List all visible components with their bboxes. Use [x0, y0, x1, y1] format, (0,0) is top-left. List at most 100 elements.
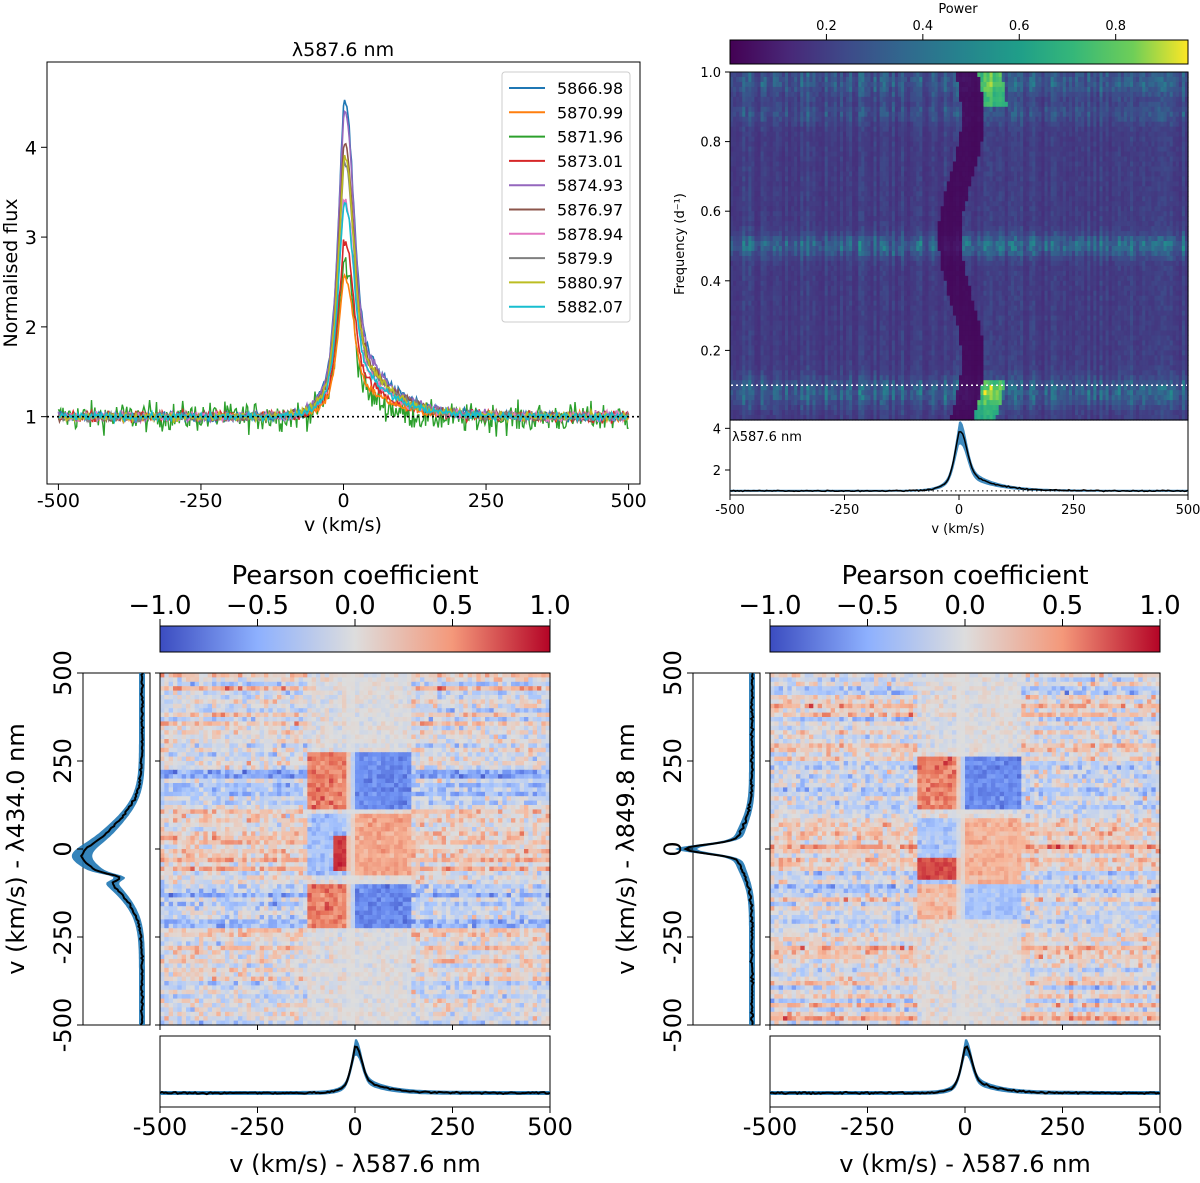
power-cell: [736, 166, 740, 173]
power-cell: [913, 96, 917, 103]
power-cell: [858, 126, 862, 133]
power-cell: [1020, 116, 1024, 123]
power-cell: [788, 91, 792, 98]
power-cell: [1093, 161, 1097, 168]
power-cell: [962, 106, 966, 113]
power-cell: [1169, 86, 1174, 93]
power-cell: [855, 101, 859, 108]
power-cell: [1007, 136, 1012, 143]
power-cell: [763, 101, 768, 108]
power-cell: [1026, 76, 1030, 83]
power-cell: [937, 161, 942, 168]
power-cell: [1139, 76, 1143, 83]
power-cell: [815, 121, 820, 128]
power-cell: [812, 131, 817, 138]
power-cell: [839, 101, 844, 108]
power-cell: [803, 81, 807, 88]
power-cell: [928, 121, 933, 128]
power-cell: [1099, 126, 1104, 133]
power-cell: [1172, 106, 1177, 113]
power-cell: [1084, 176, 1088, 182]
power-cell: [833, 151, 838, 158]
power-cell: [781, 136, 786, 143]
y-tick-label: 3: [25, 227, 37, 249]
power-cell: [806, 72, 810, 78]
power-cell: [812, 116, 817, 123]
power-cell: [818, 121, 823, 128]
power-cell: [1090, 101, 1094, 108]
power-cell: [998, 151, 1003, 158]
power-cell: [1154, 176, 1159, 182]
power-cell: [959, 126, 963, 133]
power-cell: [781, 76, 786, 83]
power-cell: [1084, 156, 1088, 163]
power-cell: [977, 86, 981, 93]
power-cell: [742, 76, 746, 83]
power-cell: [962, 116, 966, 123]
power-cell: [900, 116, 905, 123]
power-cell: [952, 111, 957, 118]
power-cell: [809, 181, 814, 187]
power-cell: [1047, 81, 1052, 88]
power-cell: [1111, 136, 1116, 143]
power-cell: [955, 121, 960, 128]
power-cell: [803, 161, 807, 168]
power-cell: [907, 156, 911, 163]
power-cell: [965, 151, 969, 158]
power-cell: [757, 96, 762, 103]
power-cell: [1020, 91, 1024, 98]
power-cell: [943, 81, 948, 88]
power-cell: [742, 86, 746, 93]
power-cell: [1175, 156, 1180, 163]
power-cell: [1044, 91, 1049, 98]
power-cell: [824, 101, 829, 108]
power-cell: [1004, 146, 1009, 153]
power-cell: [830, 156, 835, 163]
power-cell: [900, 166, 905, 173]
power-cell: [989, 101, 994, 108]
power-cell: [791, 131, 795, 138]
power-cell: [1010, 96, 1015, 103]
power-cell: [919, 136, 923, 143]
power-cell: [766, 86, 771, 93]
power-cell: [1163, 161, 1168, 168]
power-cell: [1047, 141, 1052, 148]
power-cell: [836, 121, 841, 128]
power-cell: [1166, 136, 1171, 143]
power-cell: [940, 72, 945, 78]
power-cell: [913, 111, 917, 118]
power-cell: [885, 101, 890, 108]
power-cell: [968, 106, 972, 113]
power-cell: [1062, 166, 1067, 173]
power-cell: [1050, 151, 1055, 158]
power-cell: [888, 181, 893, 187]
power-cell: [1096, 81, 1101, 88]
power-cell: [894, 72, 899, 78]
power-cell: [748, 136, 752, 143]
power-cell: [977, 176, 981, 182]
power-cell: [757, 111, 762, 118]
power-cell: [1065, 176, 1070, 182]
power-cell: [1145, 81, 1149, 88]
power-cell: [836, 81, 841, 88]
power-cell: [1068, 131, 1073, 138]
power-cell: [1126, 176, 1131, 182]
power-cell: [885, 111, 890, 118]
power-cell: [980, 106, 985, 113]
power-cell: [852, 176, 856, 182]
power-cell: [778, 166, 783, 173]
power-cell: [946, 91, 951, 98]
power-cell: [940, 86, 945, 93]
power-cell: [879, 136, 884, 143]
power-cell: [940, 101, 945, 108]
power-cell: [788, 86, 792, 93]
power-cell: [937, 101, 942, 108]
power-cell: [1117, 81, 1122, 88]
power-cell: [1035, 126, 1039, 133]
power-cell: [1102, 72, 1107, 78]
power-cell: [751, 131, 756, 138]
power-cell: [784, 111, 789, 118]
power-cell: [1163, 91, 1168, 98]
power-cell: [745, 156, 749, 163]
power-cell: [748, 101, 752, 108]
